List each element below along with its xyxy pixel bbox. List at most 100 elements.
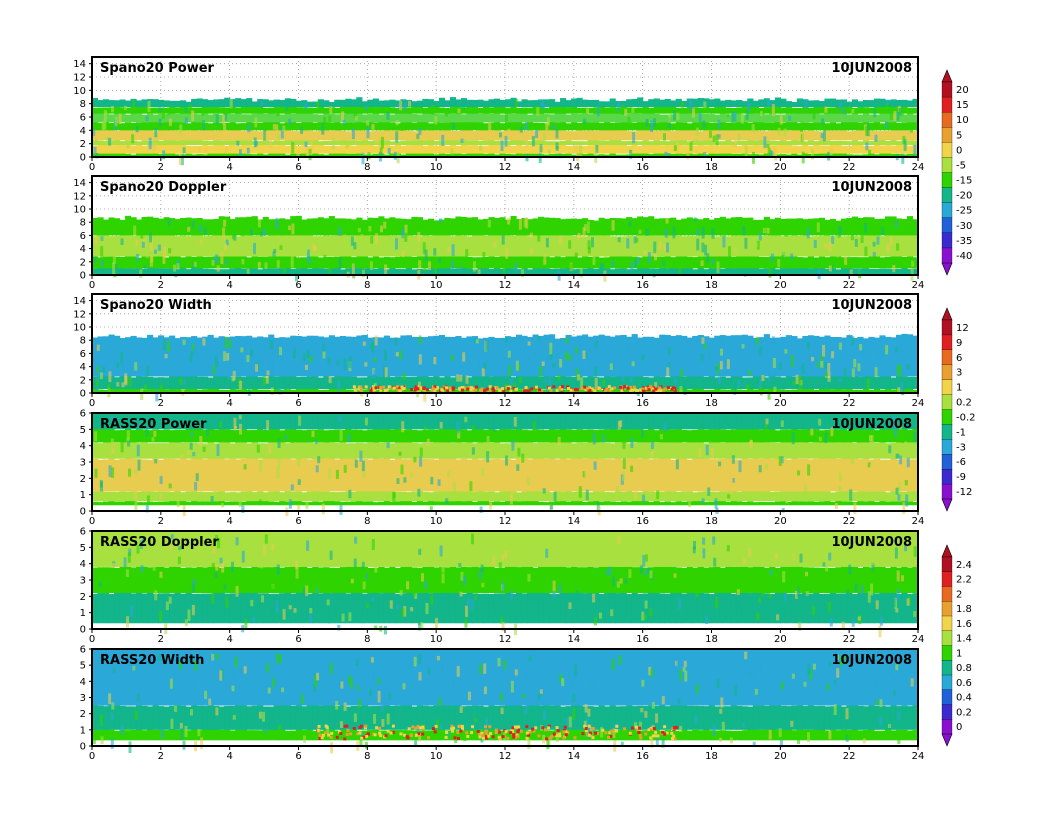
heat-cell [813,413,820,430]
heat-speckle [684,479,688,488]
heat-hot-cell [480,389,483,393]
heat-cell [802,413,809,430]
heat-cell [202,154,209,157]
heat-cell [785,413,792,430]
heat-cell [664,413,671,430]
heat-cell [493,154,501,157]
heat-cell [626,501,633,506]
heat-cell [620,154,627,157]
heat-cell [411,413,418,430]
heat-cell [455,216,462,236]
heat-cell [207,141,214,145]
heat-cell [906,506,914,511]
heat-cell [516,153,523,157]
heat-hot-cell [414,385,418,389]
heat-cell [780,98,787,107]
heat-cell [791,441,798,459]
heat-speckle [238,499,242,508]
heat-cell [692,376,699,390]
heat-speckle [704,244,708,256]
heat-speckle [543,378,547,383]
heat-cell [642,106,649,114]
heat-cell [493,504,501,511]
heat-cell [356,490,363,502]
heat-cell [301,267,308,275]
heat-cell [818,267,825,275]
heat-cell [906,441,914,459]
heat-cell [538,376,545,390]
heat-cell [532,443,539,459]
heat-cell [125,457,132,492]
heat-cell [708,491,715,502]
heat-cell [840,130,848,141]
heat-hot-cell [538,388,541,392]
heat-cell [516,144,523,154]
heat-cell [202,492,209,502]
heat-cell [560,153,567,157]
heat-speckle [505,115,508,122]
heat-cell [829,413,836,430]
heat-hot-cell [430,389,434,393]
heat-cell [455,500,462,506]
heat-cell [769,429,776,443]
heat-cell [152,121,159,131]
heat-cell [158,531,165,567]
heat-cell [818,145,825,154]
heat-cell [438,334,446,377]
heat-cell [741,504,748,511]
heat-cell [532,376,539,390]
heat-cell [659,140,666,145]
heat-cell [345,566,352,594]
heat-cell [455,152,462,157]
heat-cell [471,145,479,154]
heat-cell [752,375,759,390]
heat-cell [829,122,836,131]
heat-speckle [620,104,624,115]
heat-cell [879,491,886,502]
heat-cell [163,458,170,492]
heat-cell [158,234,165,257]
heat-cell [257,144,264,154]
heat-cell [383,442,390,459]
heat-cell [449,506,457,511]
heat-cell [218,622,225,629]
heat-cell [598,144,605,154]
heat-speckle [192,452,196,457]
heat-cell [697,234,704,257]
heat-cell [697,429,704,443]
heat-cell [334,235,341,257]
heat-cell [119,491,126,502]
heat-cell [659,441,666,459]
heat-cell [521,256,528,269]
heat-cell [741,101,748,107]
heat-cell [367,144,374,154]
heat-cell [334,336,341,377]
heat-cell [697,98,704,107]
heat-cell [306,531,313,567]
heat-cell [714,441,721,459]
heat-cell [163,413,170,430]
heat-cell [405,459,412,492]
heat-cell [471,99,479,107]
heat-cell [752,490,759,502]
heat-cell [521,491,528,502]
heat-cell [356,505,363,511]
heat-hot-cell [557,387,561,391]
heat-cell [405,388,412,393]
heat-cell [279,114,286,123]
heat-cell [769,458,776,492]
y-tick-label: 14 [73,59,86,70]
x-tick-label: 22 [843,280,856,291]
heat-cell [207,268,214,275]
heat-cell [196,413,203,430]
heat-cell [510,154,517,157]
heat-cell [532,122,539,131]
heat-cell [196,121,203,131]
heat-speckle [400,464,404,475]
heat-speckle [150,239,153,252]
heat-cell [868,234,875,257]
heat-cell [273,623,280,629]
heat-cell [92,107,99,114]
heat-speckle [201,106,205,116]
heat-cell [103,592,110,624]
